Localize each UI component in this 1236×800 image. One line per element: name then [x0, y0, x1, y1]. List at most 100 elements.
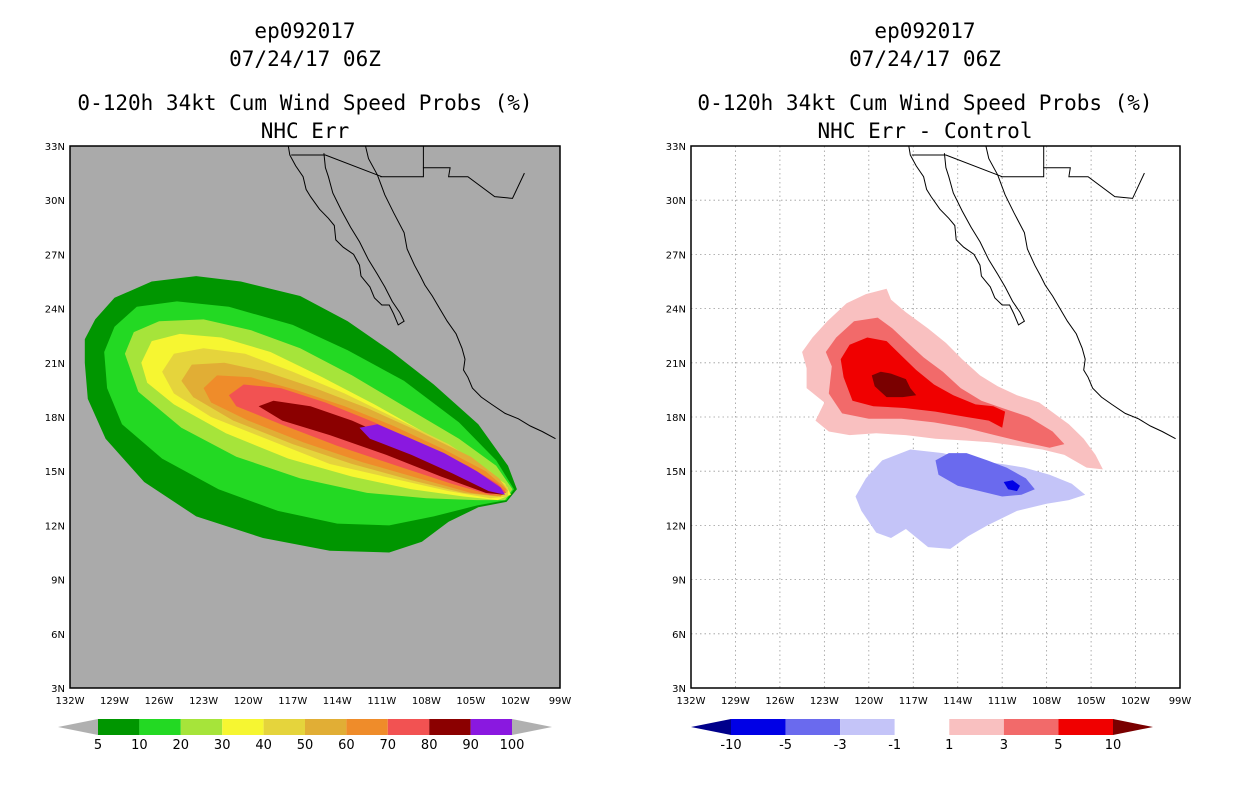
right-title-2: 07/24/17 06Z	[849, 47, 1001, 71]
p0-coastline	[287, 146, 405, 326]
right-title-3: 0-120h 34kt Cum Wind Speed Probs (%)	[697, 91, 1153, 115]
p0-colorbar-swatch	[180, 719, 223, 735]
p1-colorbar-under-arrow	[691, 719, 731, 735]
p1-x-tick-label: 120W	[854, 696, 883, 707]
p0-x-tick-label: 123W	[189, 696, 218, 707]
p1-x-tick-label: 132W	[677, 696, 706, 707]
p1-map-frame	[690, 145, 1181, 689]
p1-contour-neg1	[855, 449, 1086, 549]
p1-colorbar-label: 1	[945, 738, 953, 753]
p1-y-tick-label: 21N	[666, 359, 686, 370]
p0-colorbar-label: 60	[338, 738, 355, 753]
p0-y-tick-label: 24N	[45, 305, 65, 316]
p0-x-tick-label: 105W	[456, 696, 485, 707]
left-title-3: 0-120h 34kt Cum Wind Speed Probs (%)	[77, 91, 533, 115]
p1-y-tick-label: 12N	[666, 521, 686, 532]
p1-colorbar-swatch	[840, 719, 895, 735]
p1-colorbar-label: 10	[1105, 738, 1122, 753]
p0-y-tick-label: 33N	[45, 142, 65, 153]
p1-coastline	[908, 146, 1026, 326]
p0-colorbar-label: 100	[500, 738, 525, 753]
p0-colorbar-label: 70	[380, 738, 397, 753]
p0-colorbar-swatch	[139, 719, 181, 735]
p0-colorbar-label: 50	[297, 738, 314, 753]
p1-colorbar-label: -1	[888, 738, 901, 753]
p0-x-tick-label: 129W	[100, 696, 129, 707]
p0-contour-90	[359, 424, 506, 495]
p0-colorbar-label: 90	[462, 738, 479, 753]
p1-y-tick-label: 33N	[666, 142, 686, 153]
p0-map-frame	[69, 145, 561, 689]
p1-map-area	[691, 146, 1185, 688]
p0-x-tick-label: 132W	[56, 696, 85, 707]
p0-y-tick-label: 30N	[45, 196, 65, 207]
p0-x-tick-label: 114W	[323, 696, 352, 707]
p0-colorbar-label: 40	[255, 738, 272, 753]
p0-x-tick-label: 111W	[367, 696, 396, 707]
p1-x-tick-label: 105W	[1077, 696, 1106, 707]
right-title-1: ep092017	[874, 19, 976, 43]
p1-colorbar-swatch	[731, 719, 786, 735]
p0-colorbar-label: 5	[94, 738, 102, 753]
left-probability-map: 132W 129W 126W 123W 120W 117W 114W 111W 108W 105W…	[45, 142, 572, 753]
right-difference-map: 132W 129W 126W 123W 120W 117W 114W 111W 108W 105W…	[666, 142, 1192, 753]
p0-colorbar-swatch	[470, 719, 512, 735]
p1-x-tick-label: 126W	[765, 696, 794, 707]
p1-x-tick-label: 102W	[1121, 696, 1150, 707]
right-title-4: NHC Err - Control	[817, 119, 1033, 143]
p0-colorbar-over-arrow	[512, 719, 552, 735]
p0-y-tick-label: 18N	[45, 413, 65, 424]
p1-coastline	[1182, 227, 1185, 251]
p0-colorbar-label: 10	[131, 738, 148, 753]
p0-colorbar-swatch	[263, 719, 305, 735]
p0-colorbar-swatch	[305, 719, 347, 735]
p1-y-tick-label: 6N	[672, 630, 686, 641]
p0-colorbar-under-arrow	[58, 719, 98, 735]
p0-y-tick-label: 9N	[51, 576, 65, 587]
p0-colorbar-label: 30	[214, 738, 231, 753]
p1-contour-10	[871, 371, 917, 398]
p1-colorbar-swatch	[785, 719, 841, 735]
p1-colorbar-swatch	[1003, 719, 1059, 735]
p1-colorbar-label: -3	[834, 738, 847, 753]
p1-x-tick-label: 99W	[1169, 696, 1192, 707]
p1-colorbar-label: -5	[779, 738, 792, 753]
p1-x-tick-label: 114W	[943, 696, 972, 707]
p0-x-tick-label: 99W	[549, 696, 572, 707]
left-title-4: NHC Err	[260, 119, 350, 143]
p1-y-tick-label: 27N	[666, 250, 686, 261]
p0-country-border	[291, 154, 525, 199]
p0-colorbar-label: 20	[173, 738, 190, 753]
p0-y-tick-label: 27N	[45, 250, 65, 261]
p1-colorbar-swatch	[949, 719, 1004, 735]
p1-country-border	[911, 154, 1145, 199]
p0-y-tick-label: 15N	[45, 467, 65, 478]
p0-colorbar-label: 80	[421, 738, 438, 753]
p0-colorbar-swatch	[222, 719, 264, 735]
p1-y-tick-label: 9N	[672, 576, 686, 587]
p1-contour-neg5	[1003, 480, 1020, 492]
p0-x-tick-label: 108W	[412, 696, 441, 707]
p1-x-tick-label: 129W	[721, 696, 750, 707]
left-title-2: 07/24/17 06Z	[229, 47, 381, 71]
p1-coastline	[985, 146, 1176, 440]
p0-colorbar-swatch	[429, 719, 471, 735]
p0-x-tick-label: 120W	[234, 696, 263, 707]
p1-y-tick-label: 18N	[666, 413, 686, 424]
p0-coastline	[562, 227, 565, 251]
p0-colorbar-swatch	[346, 719, 388, 735]
p1-x-tick-label: 108W	[1032, 696, 1061, 707]
p1-contour-5	[840, 337, 1006, 428]
p1-x-tick-label: 111W	[988, 696, 1017, 707]
p0-y-tick-label: 21N	[45, 359, 65, 370]
p1-y-tick-label: 3N	[672, 684, 686, 695]
p0-y-tick-label: 3N	[51, 684, 65, 695]
p1-colorbar-label: 3	[1000, 738, 1008, 753]
p1-x-tick-label: 123W	[810, 696, 839, 707]
p1-colorbar-swatch	[1058, 719, 1113, 735]
p0-y-tick-label: 6N	[51, 630, 65, 641]
p1-colorbar-label: 5	[1054, 738, 1062, 753]
p0-contour-80	[258, 400, 504, 495]
p0-x-tick-label: 117W	[278, 696, 307, 707]
p0-colorbar-swatch	[387, 719, 430, 735]
